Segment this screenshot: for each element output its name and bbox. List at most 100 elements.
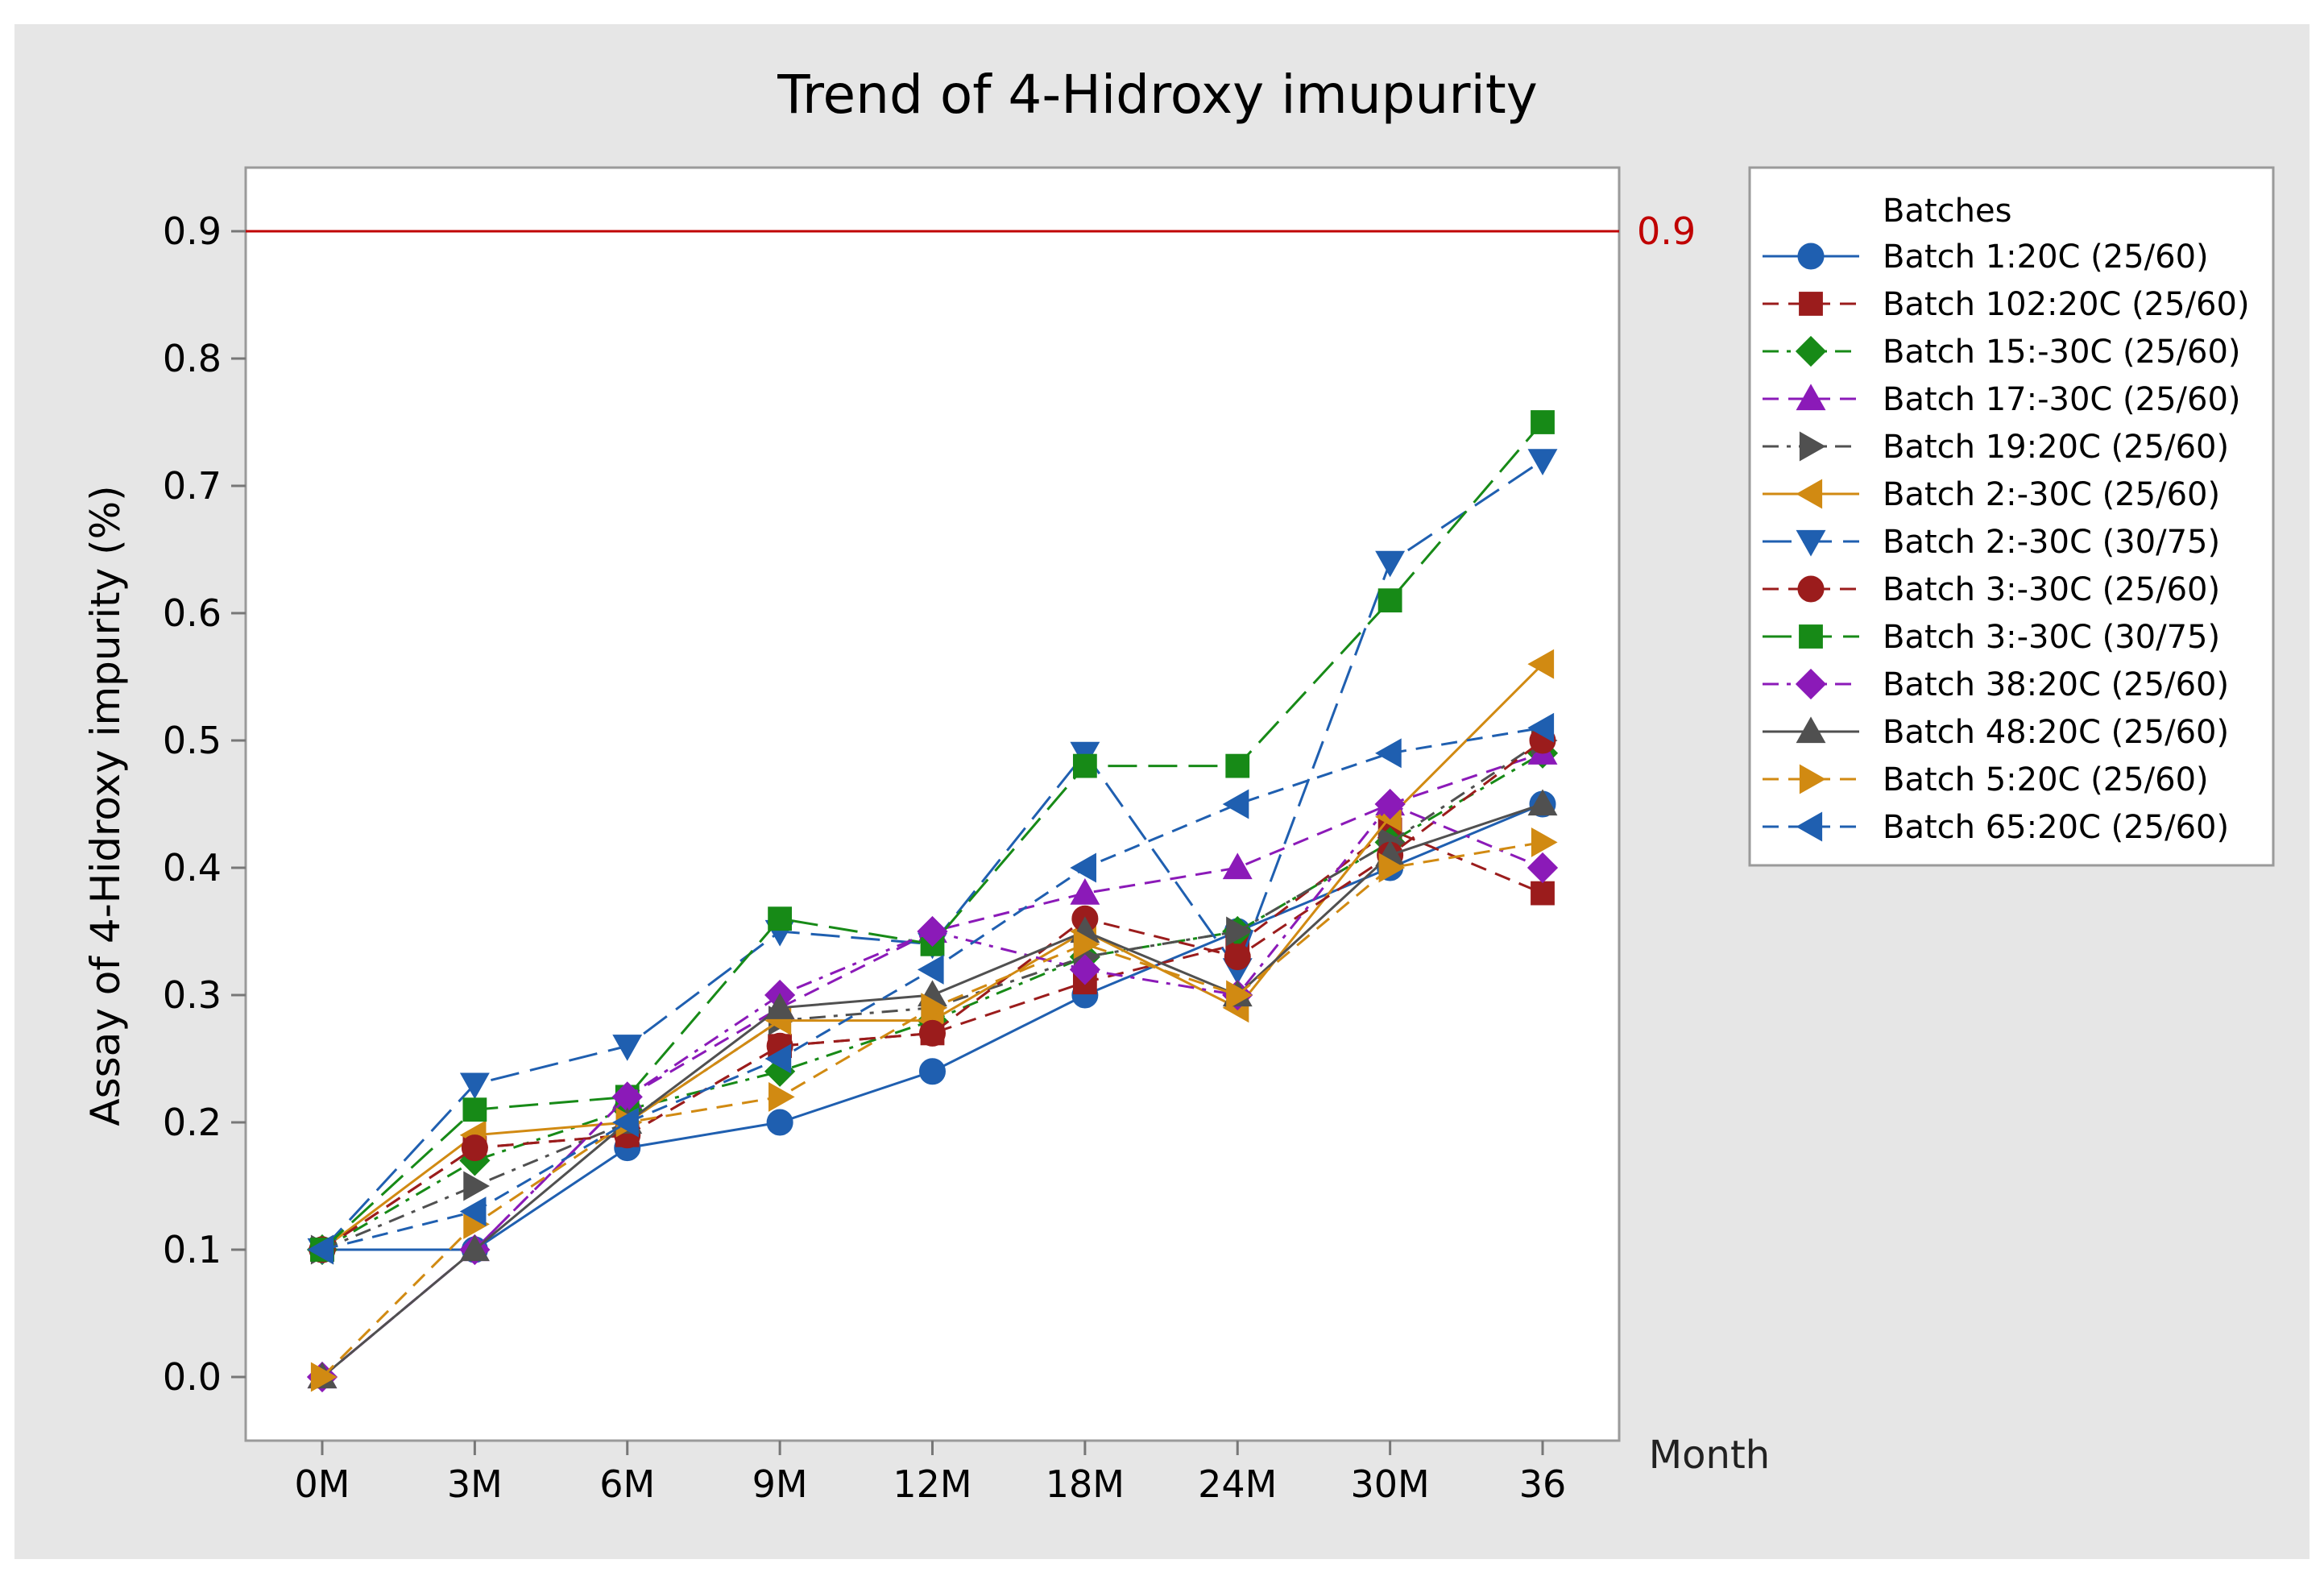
data-point <box>1072 753 1097 778</box>
legend-marker-swatch <box>1797 243 1825 270</box>
x-tick-label: 3M <box>447 1462 503 1506</box>
y-tick-label: 0.9 <box>163 209 222 253</box>
data-point <box>310 1362 338 1392</box>
data-point <box>1070 852 1096 883</box>
data-point <box>917 954 944 985</box>
y-tick-label: 0.8 <box>163 337 222 380</box>
data-point <box>612 1035 643 1061</box>
legend-label: Batch 15:-30C (25/60) <box>1883 334 2241 371</box>
legend-item: Batch 3:-30C (25/60) <box>1763 571 2220 608</box>
legend-marker-swatch <box>1796 384 1826 411</box>
legend-label: Batch 3:-30C (30/75) <box>1883 619 2220 656</box>
reference-line-group: 0.9 <box>246 209 1696 253</box>
data-point <box>1222 852 1253 880</box>
data-point <box>1527 852 1559 884</box>
legend-box <box>1748 166 2275 867</box>
data-point <box>1531 827 1558 857</box>
x-tick-label: 24M <box>1198 1462 1277 1506</box>
y-tick-label: 0.0 <box>163 1355 222 1399</box>
data-point <box>307 1234 334 1265</box>
data-point <box>921 993 948 1023</box>
data-point <box>1226 980 1253 1010</box>
data-point <box>459 1234 490 1262</box>
data-point <box>1225 753 1250 778</box>
legend-marker-swatch <box>1796 479 1823 509</box>
data-point <box>1527 789 1558 816</box>
data-point <box>1224 944 1251 971</box>
y-tick-label: 0.2 <box>163 1101 222 1144</box>
reference-line-label: 0.9 <box>1637 209 1696 253</box>
legend-item: Batch 1:20C (25/60) <box>1763 238 2209 276</box>
legend-items: Batch 1:20C (25/60) Batch 102:20C (25/60)… <box>1763 238 2250 846</box>
legend-item: Batch 2:-30C (30/75) <box>1763 524 2220 561</box>
chart-title: Trend of 4-Hidroxy imupurity <box>777 64 1538 126</box>
data-point <box>766 1109 793 1136</box>
legend-item: Batch 65:20C (25/60) <box>1763 809 2229 846</box>
data-point <box>919 1019 946 1047</box>
x-axis-label: Month <box>1649 1433 1770 1478</box>
legend-item: Batch 15:-30C (25/60) <box>1763 334 2241 371</box>
legend-label: Batch 2:-30C (25/60) <box>1883 476 2220 513</box>
data-point <box>917 915 948 948</box>
series-group <box>306 410 1559 1393</box>
data-point <box>459 1197 487 1227</box>
data-point <box>768 906 793 931</box>
legend-label: Batch 2:-30C (30/75) <box>1883 524 2220 561</box>
data-point <box>461 1134 488 1162</box>
data-point <box>463 1171 490 1201</box>
legend-marker-swatch <box>1795 335 1827 367</box>
legend: Batches Batch 1:20C (25/60) Batch 102:20C… <box>1748 166 2275 867</box>
data-point <box>1378 852 1406 883</box>
legend-marker-swatch <box>1799 431 1826 462</box>
legend-marker-swatch <box>1796 529 1826 557</box>
data-point <box>1527 712 1555 743</box>
data-point <box>1222 789 1249 819</box>
legend-label: Batch 48:20C (25/60) <box>1883 714 2229 751</box>
legend-marker-swatch <box>1795 668 1827 700</box>
data-point <box>1531 881 1555 906</box>
series-12 <box>310 827 1558 1392</box>
legend-item: Batch 2:-30C (25/60) <box>1763 476 2220 513</box>
legend-marker-swatch <box>1796 716 1826 744</box>
x-tick-label: 0M <box>295 1462 350 1506</box>
legend-item: Batch 48:20C (25/60) <box>1763 714 2229 751</box>
data-point <box>919 1058 946 1085</box>
data-point <box>1070 877 1100 905</box>
data-point <box>1531 410 1555 434</box>
y-tick-label: 0.3 <box>163 973 222 1017</box>
y-tick-label: 0.6 <box>163 591 222 635</box>
legend-label: Batch 3:-30C (25/60) <box>1883 571 2220 608</box>
legend-item: Batch 19:20C (25/60) <box>1763 429 2229 466</box>
legend-item: Batch 102:20C (25/60) <box>1763 286 2250 323</box>
legend-label: Batch 19:20C (25/60) <box>1883 429 2229 466</box>
data-point <box>1374 788 1406 820</box>
y-tick-label: 0.5 <box>163 719 222 762</box>
data-point <box>1375 738 1402 769</box>
x-tick-label: 18M <box>1046 1462 1125 1506</box>
legend-item: Batch 38:20C (25/60) <box>1763 666 2229 703</box>
data-point <box>462 1097 487 1122</box>
x-tick-label: 9M <box>752 1462 808 1506</box>
legend-label: Batch 65:20C (25/60) <box>1883 809 2229 846</box>
legend-title: Batches <box>1883 193 2011 230</box>
legend-label: Batch 17:-30C (25/60) <box>1883 381 2241 418</box>
data-point <box>459 1072 490 1100</box>
legend-item: Batch 5:20C (25/60) <box>1763 761 2209 798</box>
x-tick-label: 12M <box>893 1462 971 1506</box>
data-point <box>764 1043 792 1074</box>
y-tick-label: 0.7 <box>163 464 222 508</box>
data-point <box>1527 649 1555 679</box>
data-point <box>1377 588 1402 613</box>
data-point <box>612 1107 639 1138</box>
legend-label: Batch 38:20C (25/60) <box>1883 666 2229 703</box>
legend-label: Batch 102:20C (25/60) <box>1883 286 2250 323</box>
data-point <box>764 993 795 1019</box>
series-line <box>321 739 1543 1251</box>
y-tick-label: 0.4 <box>163 846 222 890</box>
series-13 <box>307 712 1555 1265</box>
legend-item: Batch 3:-30C (30/75) <box>1763 619 2220 656</box>
legend-label: Batch 1:20C (25/60) <box>1883 238 2209 276</box>
data-point <box>1226 916 1253 947</box>
